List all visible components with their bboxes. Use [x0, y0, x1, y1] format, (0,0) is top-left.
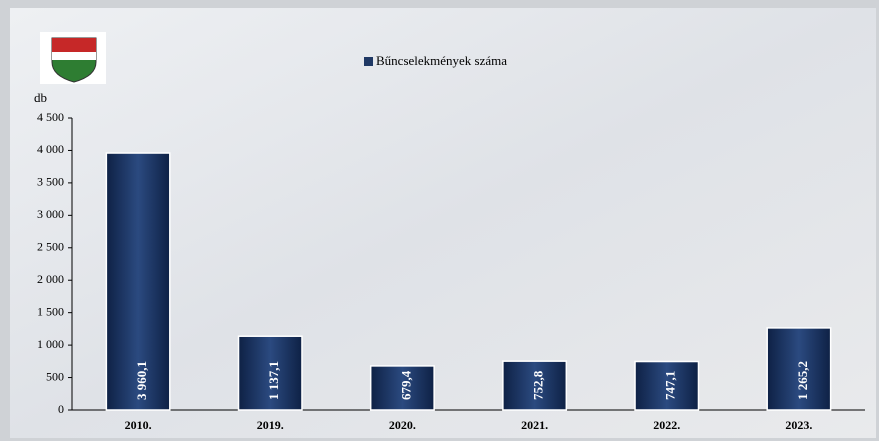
value-label: 3 960,1: [134, 361, 149, 400]
value-label: 1 137,1: [266, 361, 281, 400]
y-axis-label: db: [34, 90, 47, 105]
x-tick-label: 2022.: [653, 418, 680, 432]
value-label: 1 265,2: [795, 361, 810, 400]
y-tick-label: 1 500: [37, 304, 64, 318]
y-tick-label: 4 000: [37, 142, 64, 156]
chart: db Bűncselekmények száma 0 500 1 000 1 500 2…: [0, 0, 879, 441]
y-tick-label: 3 000: [37, 207, 64, 221]
value-label: 752,8: [531, 370, 546, 400]
page: {"chart_data": {"type": "bar", "y_axis_l…: [0, 0, 879, 441]
y-tick-label: 2 000: [37, 272, 64, 286]
x-tick-label: 2023.: [785, 418, 812, 432]
value-label: 679,4: [398, 370, 413, 400]
y-tick-label: 1 000: [37, 337, 64, 351]
x-tick-label: 2020.: [389, 418, 416, 432]
y-tick-label: 3 500: [37, 175, 64, 189]
x-tick-label: 2019.: [257, 418, 284, 432]
y-tick-label: 500: [46, 369, 64, 383]
y-tick-label: 0: [58, 402, 64, 416]
logo: [40, 32, 106, 84]
legend-label: Bűncselekmények száma: [376, 53, 507, 68]
y-tick-label: 2 500: [37, 240, 64, 254]
x-tick-label: 2021.: [521, 418, 548, 432]
legend-swatch: [364, 57, 373, 66]
y-tick-label: 4 500: [37, 110, 64, 124]
value-label: 747,1: [663, 371, 678, 400]
x-tick-label: 2010.: [125, 418, 152, 432]
